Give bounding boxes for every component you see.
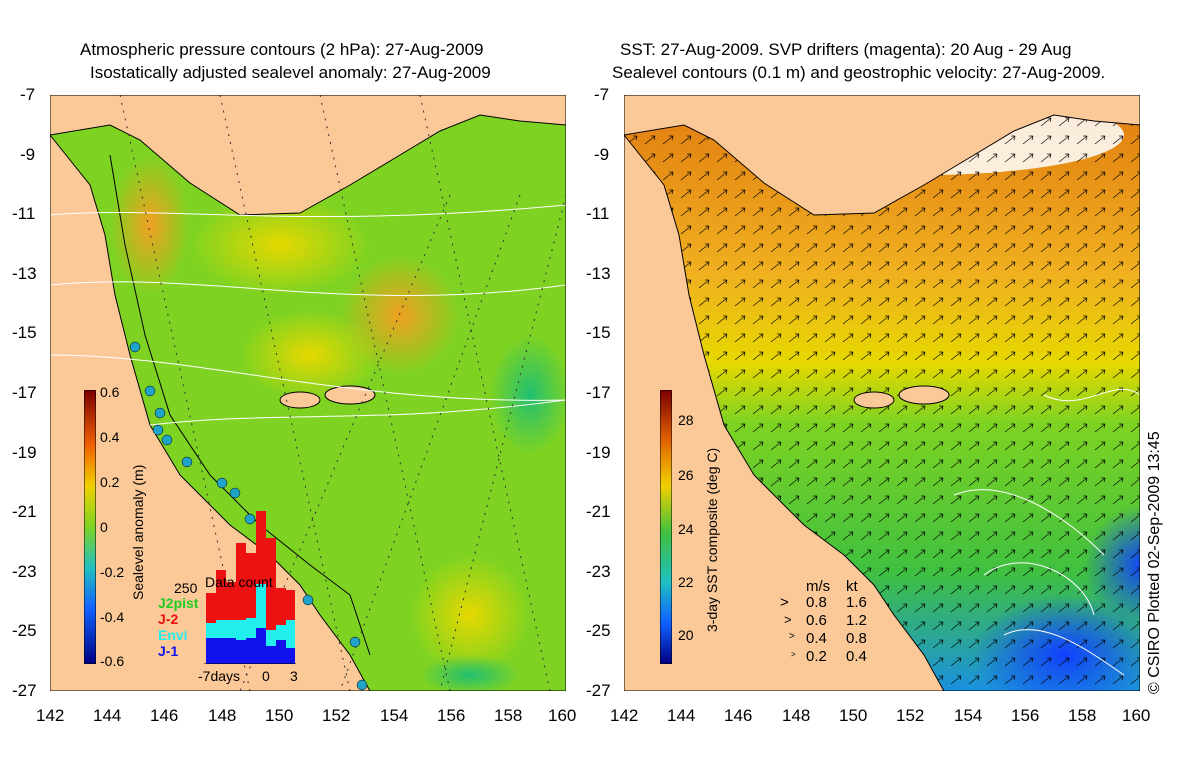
left-colorbar-tick: -0.6 xyxy=(100,653,125,669)
right-x-tick: 142 xyxy=(610,706,639,725)
right-y-tick: -9 xyxy=(594,145,610,164)
right-colorbar-label: 3-day SST composite (deg C) xyxy=(704,447,720,632)
inset-x-label-zero: 0 xyxy=(262,668,270,684)
data-count-histogram xyxy=(204,511,296,664)
right-x-tick: 156 xyxy=(1011,706,1040,725)
left-y-tick: -19 xyxy=(12,443,37,462)
left-x-tick: 150 xyxy=(265,706,294,725)
left-colorbar-tick: 0 xyxy=(100,519,108,535)
inset-max-label: 250 xyxy=(174,580,198,596)
left-colorbar xyxy=(84,390,96,664)
right-y-tick: -11 xyxy=(586,204,610,223)
right-title-line2: Sealevel contours (0.1 m) and geostrophi… xyxy=(612,63,1106,82)
right-y-tick: -19 xyxy=(586,443,611,462)
right-colorbar-tick: 24 xyxy=(678,521,694,537)
left-x-tick: 160 xyxy=(548,706,577,725)
right-x-tick: 146 xyxy=(724,706,753,725)
legend-envi: Envi xyxy=(158,627,188,643)
left-x-tick: 152 xyxy=(322,706,351,725)
left-y-tick: -25 xyxy=(12,621,37,640)
right-y-tick: -15 xyxy=(586,323,611,342)
speed-legend-kt: 0.8 xyxy=(846,630,867,647)
right-colorbar-tick: 26 xyxy=(678,467,694,483)
right-x-tick: 148 xyxy=(782,706,811,725)
left-y-tick: -27 xyxy=(12,681,37,700)
right-y-tick: -17 xyxy=(586,383,611,402)
right-x-tick: 150 xyxy=(839,706,868,725)
left-colorbar-label: Sealevel anomaly (m) xyxy=(130,464,146,600)
speed-legend-ms: 0.8 xyxy=(806,594,827,611)
inset-title: Data count xyxy=(205,574,273,590)
speed-legend-header-kt: kt xyxy=(846,578,858,595)
left-title-line1: Atmospheric pressure contours (2 hPa): 2… xyxy=(80,40,484,59)
left-colorbar-tick: -0.4 xyxy=(100,609,125,625)
left-colorbar-tick: 0.6 xyxy=(100,384,120,400)
left-y-tick: -21 xyxy=(12,502,37,521)
legend-j2: J-2 xyxy=(158,611,179,627)
credit-text: © CSIRO Plotted 02-Sep-2009 13:45 xyxy=(1146,431,1163,694)
arrow-icon: > xyxy=(784,612,792,627)
left-y-tick: -9 xyxy=(20,145,36,164)
right-map xyxy=(624,95,1140,691)
speed-legend-kt: 1.6 xyxy=(846,594,867,611)
speed-legend-kt: 0.4 xyxy=(846,648,867,665)
left-x-tick: 156 xyxy=(437,706,466,725)
left-x-tick: 144 xyxy=(93,706,122,725)
legend-j1: J-1 xyxy=(158,643,179,659)
inset-x-label-start: -7days xyxy=(198,668,241,684)
right-y-tick: -27 xyxy=(586,681,611,700)
right-y-tick: -13 xyxy=(586,264,611,283)
arrow-icon: > xyxy=(791,650,796,659)
right-x-tick: 158 xyxy=(1068,706,1097,725)
left-colorbar-tick: -0.2 xyxy=(100,564,125,580)
right-x-tick: 152 xyxy=(896,706,925,725)
right-y-tick: -23 xyxy=(586,562,611,581)
right-colorbar xyxy=(660,390,672,664)
right-x-tick: 144 xyxy=(667,706,696,725)
left-x-tick: 154 xyxy=(380,706,409,725)
left-y-tick: -13 xyxy=(12,264,37,283)
right-colorbar-tick: 20 xyxy=(678,627,694,643)
left-map xyxy=(50,95,566,691)
left-x-tick: 158 xyxy=(494,706,523,725)
speed-legend-kt: 1.2 xyxy=(846,612,867,629)
right-x-tick: 160 xyxy=(1122,706,1151,725)
right-y-tick: -21 xyxy=(586,502,611,521)
arrow-icon: > xyxy=(789,631,795,642)
right-y-tick: -25 xyxy=(586,621,611,640)
left-x-tick: 142 xyxy=(36,706,65,725)
speed-legend-ms: 0.6 xyxy=(806,612,827,629)
left-x-tick: 146 xyxy=(150,706,179,725)
left-y-tick: -23 xyxy=(12,562,37,581)
inset-x-label-end: 3 xyxy=(290,668,298,684)
right-colorbar-tick: 22 xyxy=(678,574,694,590)
speed-legend-ms: 0.4 xyxy=(806,630,827,647)
right-x-tick: 154 xyxy=(954,706,983,725)
left-y-tick: -15 xyxy=(12,323,37,342)
left-x-tick: 148 xyxy=(208,706,237,725)
speed-legend-header-ms: m/s xyxy=(806,578,831,595)
right-y-tick: -7 xyxy=(594,85,610,104)
right-title-line1: SST: 27-Aug-2009. SVP drifters (magenta)… xyxy=(620,40,1072,59)
left-colorbar-tick: 0.2 xyxy=(100,474,120,490)
speed-legend-ms: 0.2 xyxy=(806,648,827,665)
left-y-tick: -7 xyxy=(20,85,36,104)
arrow-icon: > xyxy=(780,594,789,611)
legend-j2pist: J2pist xyxy=(158,595,199,611)
right-colorbar-tick: 28 xyxy=(678,412,694,428)
left-colorbar-tick: 0.4 xyxy=(100,429,120,445)
left-title-line2: Isostatically adjusted sealevel anomaly:… xyxy=(90,63,491,82)
left-y-tick: -17 xyxy=(12,383,37,402)
left-y-tick: -11 xyxy=(12,204,36,223)
